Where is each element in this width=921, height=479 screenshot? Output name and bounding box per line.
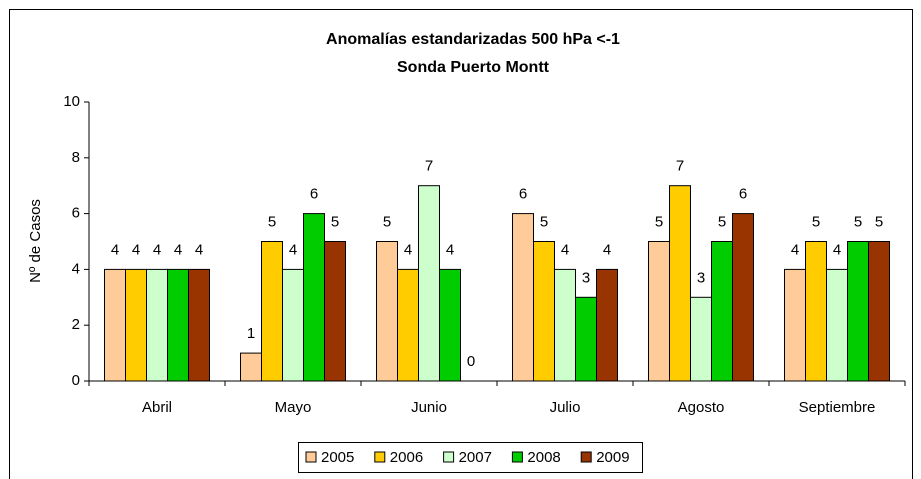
data-label: 3 <box>697 269 705 286</box>
bar <box>826 268 848 382</box>
data-label: 5 <box>540 213 548 230</box>
bar <box>512 213 534 382</box>
data-label: 4 <box>446 241 454 258</box>
bar <box>418 185 440 382</box>
legend-swatch <box>580 451 592 463</box>
legend-label: 2007 <box>459 449 492 466</box>
data-label: 5 <box>331 213 339 230</box>
bar <box>533 241 555 382</box>
data-label: 5 <box>718 213 726 230</box>
x-tick-label: Mayo <box>275 399 312 416</box>
data-label: 5 <box>875 213 883 230</box>
legend-label: 2006 <box>390 449 423 466</box>
bar <box>847 241 869 382</box>
legend-label: 2008 <box>527 449 560 466</box>
y-tick-label: 8 <box>72 149 80 166</box>
legend-label: 2005 <box>321 449 354 466</box>
data-label: 4 <box>132 241 140 258</box>
bar <box>282 268 304 382</box>
data-label: 5 <box>812 213 820 230</box>
y-tick-label: 6 <box>72 205 80 222</box>
data-label: 4 <box>195 241 203 258</box>
bar <box>188 268 210 382</box>
bar <box>732 213 754 382</box>
x-tick-label: Agosto <box>678 399 725 416</box>
bar <box>261 241 283 382</box>
bar <box>376 241 398 382</box>
bar <box>104 268 126 382</box>
data-label: 3 <box>582 269 590 286</box>
bar <box>596 268 618 382</box>
data-label: 7 <box>676 158 684 175</box>
data-label: 4 <box>791 241 799 258</box>
bar <box>439 268 461 382</box>
bar <box>125 268 147 382</box>
y-axis-label: Nº de Casos <box>27 199 44 283</box>
data-label: 4 <box>174 241 182 258</box>
data-label: 6 <box>739 186 747 203</box>
data-label: 4 <box>833 241 841 258</box>
bar <box>868 241 890 382</box>
bar <box>648 241 670 382</box>
x-tick-label: Septiembre <box>799 399 876 416</box>
data-label: 4 <box>603 241 611 258</box>
data-label: 6 <box>519 186 527 203</box>
data-label: 5 <box>268 213 276 230</box>
data-label: 4 <box>561 241 569 258</box>
x-tick-label: Junio <box>411 399 447 416</box>
legend-swatch <box>374 451 386 463</box>
x-tick-label: Abril <box>142 399 172 416</box>
legend-swatch <box>443 451 455 463</box>
y-tick-label: 4 <box>72 260 80 277</box>
bar <box>805 241 827 382</box>
bar <box>690 296 712 382</box>
legend-label: 2009 <box>596 449 629 466</box>
data-label: 5 <box>383 213 391 230</box>
bar <box>669 185 691 382</box>
data-label: 7 <box>425 158 433 175</box>
bar <box>397 268 419 382</box>
bar <box>303 213 325 382</box>
data-label: 0 <box>467 353 475 370</box>
x-tick-label: Julio <box>550 399 581 416</box>
data-label: 5 <box>854 213 862 230</box>
data-label: 4 <box>289 241 297 258</box>
bar <box>575 296 597 382</box>
chart-border <box>9 9 913 479</box>
data-label: 4 <box>404 241 412 258</box>
y-tick-label: 2 <box>72 316 80 333</box>
y-tick-label: 0 <box>72 372 80 389</box>
legend-swatch <box>305 451 317 463</box>
bar <box>167 268 189 382</box>
data-label: 4 <box>111 241 119 258</box>
bar <box>324 241 346 382</box>
data-label: 1 <box>247 325 255 342</box>
bar <box>146 268 168 382</box>
bar <box>711 241 733 382</box>
chart-subtitle: Sonda Puerto Montt <box>397 59 550 76</box>
data-label: 6 <box>310 186 318 203</box>
bar <box>240 352 262 382</box>
data-label: 5 <box>655 213 663 230</box>
bar <box>554 268 576 382</box>
bar <box>784 268 806 382</box>
y-tick-label: 10 <box>63 93 80 110</box>
chart-title: Anomalías estandarizadas 500 hPa <-1 <box>326 31 620 48</box>
legend-swatch <box>511 451 523 463</box>
data-label: 4 <box>153 241 161 258</box>
